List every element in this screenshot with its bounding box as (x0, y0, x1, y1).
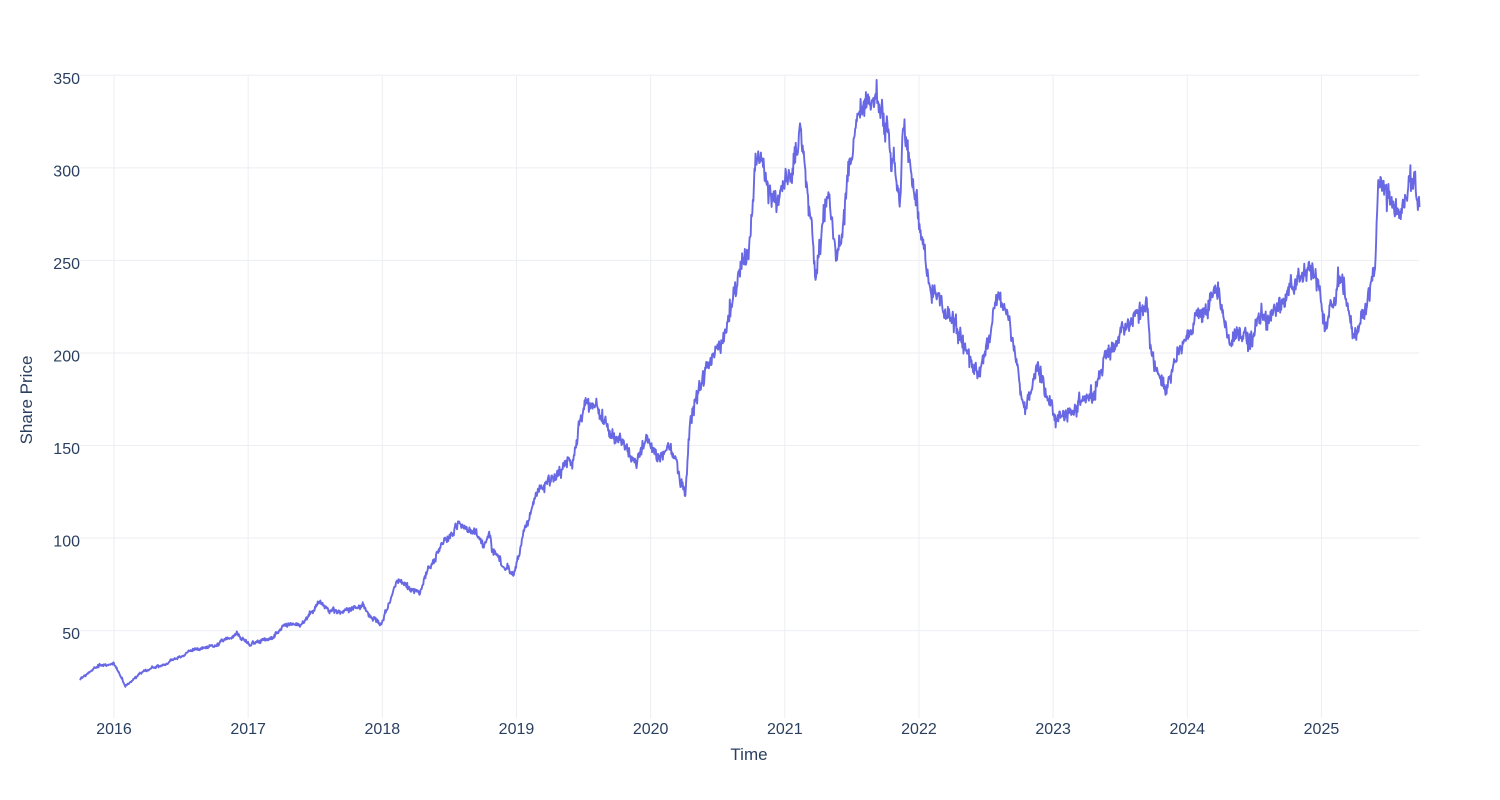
svg-text:2018: 2018 (365, 721, 401, 738)
svg-text:2021: 2021 (767, 721, 803, 738)
svg-text:2024: 2024 (1169, 721, 1205, 738)
svg-text:2019: 2019 (499, 721, 535, 738)
svg-text:2016: 2016 (96, 721, 132, 738)
svg-text:300: 300 (53, 163, 80, 180)
svg-text:200: 200 (53, 348, 80, 365)
svg-text:350: 350 (53, 71, 80, 88)
svg-text:100: 100 (53, 534, 80, 551)
svg-text:2023: 2023 (1035, 721, 1071, 738)
svg-text:2022: 2022 (901, 721, 937, 738)
svg-text:2017: 2017 (230, 721, 266, 738)
svg-text:2020: 2020 (633, 721, 669, 738)
svg-text:250: 250 (53, 256, 80, 273)
svg-text:Time: Time (730, 745, 767, 764)
svg-text:Share Price: Share Price (17, 356, 36, 445)
svg-text:2025: 2025 (1304, 721, 1340, 738)
svg-text:150: 150 (53, 441, 80, 458)
svg-text:50: 50 (62, 626, 80, 643)
